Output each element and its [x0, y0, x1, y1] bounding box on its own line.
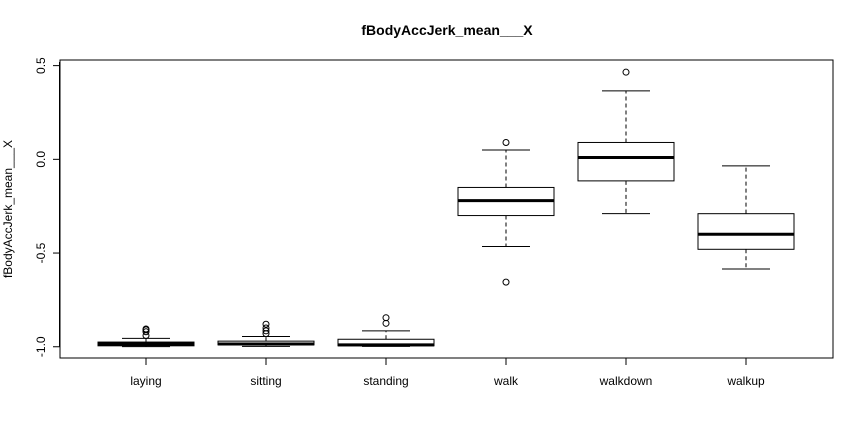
y-axis: -1.0 -0.5 0.0 0.5	[34, 57, 60, 357]
outlier-point	[622, 68, 630, 76]
x-tick-label: walk	[493, 374, 519, 388]
x-tick-label: sitting	[250, 374, 281, 388]
outlier-point	[382, 319, 390, 327]
y-tick-label: 0.0	[34, 151, 48, 168]
outlier-point	[142, 332, 150, 340]
box-walkup	[697, 165, 795, 270]
box-sitting	[217, 320, 315, 347]
y-axis-label: fBodyAccJerk_mean___X	[1, 140, 15, 278]
box-standing	[337, 314, 435, 347]
outlier-point	[502, 278, 510, 286]
y-tick-label: -0.5	[34, 242, 48, 263]
x-tick-label: walkdown	[599, 374, 653, 388]
plot-area-frame	[59, 59, 834, 359]
x-tick-label: standing	[363, 374, 408, 388]
box-walk	[457, 138, 555, 286]
box-series	[97, 68, 795, 348]
chart-title: fBodyAccJerk_mean___X	[361, 22, 533, 38]
box-laying	[97, 325, 195, 348]
y-tick-label: 0.5	[34, 57, 48, 74]
box-iqr	[697, 213, 795, 250]
box-walkdown	[577, 68, 675, 215]
outlier-point	[262, 320, 270, 328]
x-tick-label: laying	[130, 374, 161, 388]
outlier-point	[382, 314, 390, 322]
box-iqr	[577, 141, 675, 182]
outlier-point	[502, 138, 510, 146]
x-tick-label: walkup	[726, 374, 765, 388]
y-tick-label: -1.0	[34, 336, 48, 357]
x-axis: laying sitting standing walk walkdown walkup	[130, 358, 765, 388]
outlier-point	[142, 328, 150, 336]
outlier-point	[262, 327, 270, 335]
outlier-point	[262, 330, 270, 338]
